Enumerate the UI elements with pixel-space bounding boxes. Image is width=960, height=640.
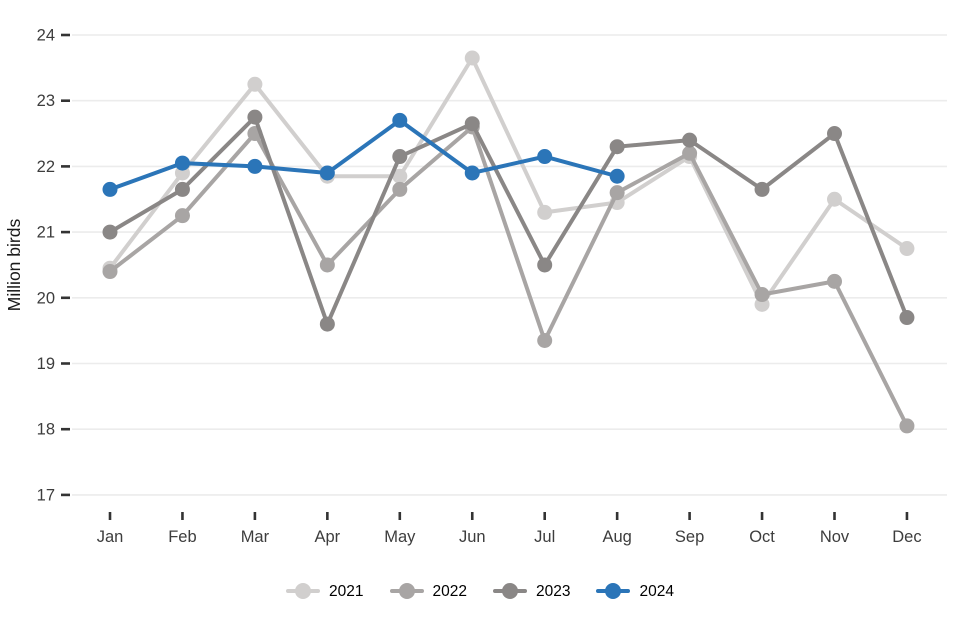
data-point-2024-Mar — [247, 158, 263, 174]
data-point-2022-Jul — [537, 333, 553, 349]
y-tick-label: 17 — [37, 486, 55, 504]
data-point-2023-Dec — [899, 310, 915, 326]
data-point-2022-Jan — [102, 264, 118, 280]
data-point-2022-Nov — [827, 273, 842, 289]
data-point-2023-Aug — [609, 139, 625, 155]
legend-item-2023: 2023 — [493, 582, 570, 600]
y-axis-title: Million birds — [4, 219, 24, 312]
data-point-2021-Mar — [247, 76, 263, 92]
legend-swatch-icon — [286, 582, 321, 600]
data-point-2023-May — [392, 149, 408, 165]
x-tick-label: Feb — [168, 528, 196, 546]
legend-item-2024: 2024 — [596, 582, 674, 600]
data-point-2024-Jan — [102, 181, 118, 197]
data-point-2024-Feb — [174, 155, 190, 171]
data-point-2023-Oct — [754, 181, 770, 197]
x-tick-label: Jul — [534, 528, 555, 546]
y-tick-label: 21 — [37, 224, 55, 242]
data-point-2021-Nov — [827, 191, 842, 207]
data-point-2023-Nov — [827, 126, 842, 142]
data-point-2024-Aug — [609, 168, 625, 184]
data-point-2023-Jan — [102, 224, 118, 240]
x-tick-label: Sep — [675, 528, 704, 546]
data-point-2022-May — [392, 181, 408, 197]
data-point-2022-Dec — [899, 418, 915, 434]
plot-area: 17 18 19 20 21 22 23 24 Jan Feb Mar Apr May Jun Jul Aug… — [4, 27, 947, 546]
legend-label: 2022 — [432, 582, 467, 600]
x-tick-label: May — [384, 528, 416, 546]
legend-dot-icon — [295, 583, 312, 599]
legend-label: 2023 — [536, 582, 571, 600]
data-point-2022-Sep — [682, 145, 698, 161]
data-point-2023-Apr — [319, 316, 335, 332]
series-line-2024 — [108, 118, 620, 192]
data-point-2021-May — [392, 168, 408, 184]
legend-label: 2024 — [639, 582, 674, 600]
legend-item-2022: 2022 — [389, 582, 467, 600]
data-point-2023-Jul — [537, 257, 553, 273]
y-tick-label: 19 — [37, 355, 55, 373]
data-point-2023-Mar — [247, 109, 263, 125]
data-point-2021-Jul — [537, 204, 553, 220]
x-tick-label: Apr — [315, 528, 341, 546]
data-point-2024-May — [392, 112, 408, 128]
data-point-2024-Jul — [537, 149, 553, 165]
legend-item-2021: 2021 — [286, 582, 364, 600]
x-tick-label: Nov — [820, 528, 850, 546]
y-tick-label: 18 — [37, 421, 55, 439]
legend-swatch-icon — [596, 582, 631, 600]
series-line-2022 — [108, 124, 909, 428]
data-point-2021-Jun — [464, 50, 480, 66]
series-line-2023 — [108, 115, 909, 327]
legend-dot-icon — [398, 583, 415, 599]
series-line-2021 — [108, 55, 909, 307]
legend-label: 2021 — [329, 582, 364, 600]
x-tick-label: Mar — [241, 528, 270, 546]
data-point-2022-Oct — [754, 287, 770, 303]
x-tick-label: Dec — [892, 528, 921, 546]
x-tick-label: Jun — [459, 528, 486, 546]
legend-swatch-icon — [389, 582, 424, 600]
data-point-2024-Jun — [464, 165, 480, 181]
y-tick-label: 22 — [37, 158, 55, 176]
x-tick-label: Aug — [602, 528, 631, 546]
x-tick-label: Jan — [97, 528, 124, 546]
data-point-2022-Feb — [174, 208, 190, 224]
data-point-2023-Jun — [464, 116, 480, 132]
y-tick-label: 24 — [37, 27, 55, 45]
y-tick-label: 23 — [37, 92, 55, 110]
data-point-2022-Aug — [609, 185, 625, 201]
data-point-2023-Sep — [682, 132, 698, 148]
data-point-2024-Apr — [319, 165, 335, 181]
legend-dot-icon — [502, 583, 518, 599]
x-tick-label: Oct — [749, 528, 775, 546]
y-tick-label: 20 — [37, 289, 55, 307]
data-point-2021-Dec — [899, 241, 915, 257]
data-point-2023-Feb — [174, 181, 190, 197]
data-point-2022-Apr — [319, 257, 335, 273]
legend: 2021 2022 2023 2024 — [0, 582, 960, 600]
legend-dot-icon — [605, 583, 622, 599]
legend-swatch-icon — [493, 582, 527, 600]
